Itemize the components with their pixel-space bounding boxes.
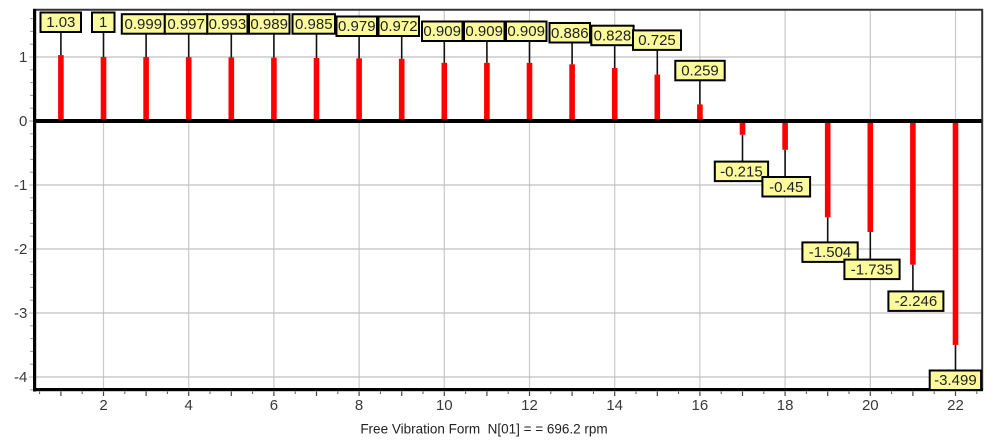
svg-text:0.828: 0.828 xyxy=(594,28,632,45)
svg-text:14: 14 xyxy=(606,397,623,414)
svg-text:0.989: 0.989 xyxy=(250,16,288,33)
svg-text:1: 1 xyxy=(19,49,27,66)
svg-text:0: 0 xyxy=(19,113,27,130)
svg-text:0.259: 0.259 xyxy=(681,63,719,80)
svg-text:0.909: 0.909 xyxy=(465,23,503,40)
svg-text:0.909: 0.909 xyxy=(507,23,545,40)
svg-text:6: 6 xyxy=(270,397,278,414)
svg-text:-2: -2 xyxy=(14,241,27,258)
svg-text:-2.246: -2.246 xyxy=(895,293,938,310)
svg-text:10: 10 xyxy=(436,397,453,414)
svg-text:0.909: 0.909 xyxy=(423,23,461,40)
svg-text:8: 8 xyxy=(355,397,363,414)
svg-text:0.886: 0.886 xyxy=(551,25,589,42)
svg-text:0.993: 0.993 xyxy=(209,16,247,33)
svg-text:0.999: 0.999 xyxy=(125,16,163,33)
svg-text:18: 18 xyxy=(777,397,794,414)
svg-text:-3.499: -3.499 xyxy=(934,372,977,389)
svg-text:2: 2 xyxy=(99,397,107,414)
svg-text:-0.215: -0.215 xyxy=(720,163,763,180)
svg-text:Free Vibration Form N[01] = =: Free Vibration Form N[01] = = 696.2 rpm xyxy=(360,422,607,437)
svg-text:-4: -4 xyxy=(14,369,27,386)
svg-text:-1: -1 xyxy=(14,177,27,194)
svg-text:-1.735: -1.735 xyxy=(851,261,894,278)
svg-text:0.979: 0.979 xyxy=(338,18,376,35)
svg-text:0.725: 0.725 xyxy=(638,32,676,49)
svg-text:1.03: 1.03 xyxy=(46,14,75,31)
svg-text:4: 4 xyxy=(185,397,193,414)
svg-text:12: 12 xyxy=(521,397,538,414)
svg-text:0.972: 0.972 xyxy=(380,18,418,35)
svg-text:1: 1 xyxy=(99,14,107,31)
svg-text:20: 20 xyxy=(862,397,879,414)
svg-text:0.997: 0.997 xyxy=(167,16,205,33)
svg-text:-0.45: -0.45 xyxy=(769,179,803,196)
svg-text:-1.504: -1.504 xyxy=(809,244,852,261)
svg-text:0.985: 0.985 xyxy=(295,16,333,33)
svg-text:-3: -3 xyxy=(14,305,27,322)
svg-text:22: 22 xyxy=(947,397,964,414)
svg-text:16: 16 xyxy=(692,397,709,414)
